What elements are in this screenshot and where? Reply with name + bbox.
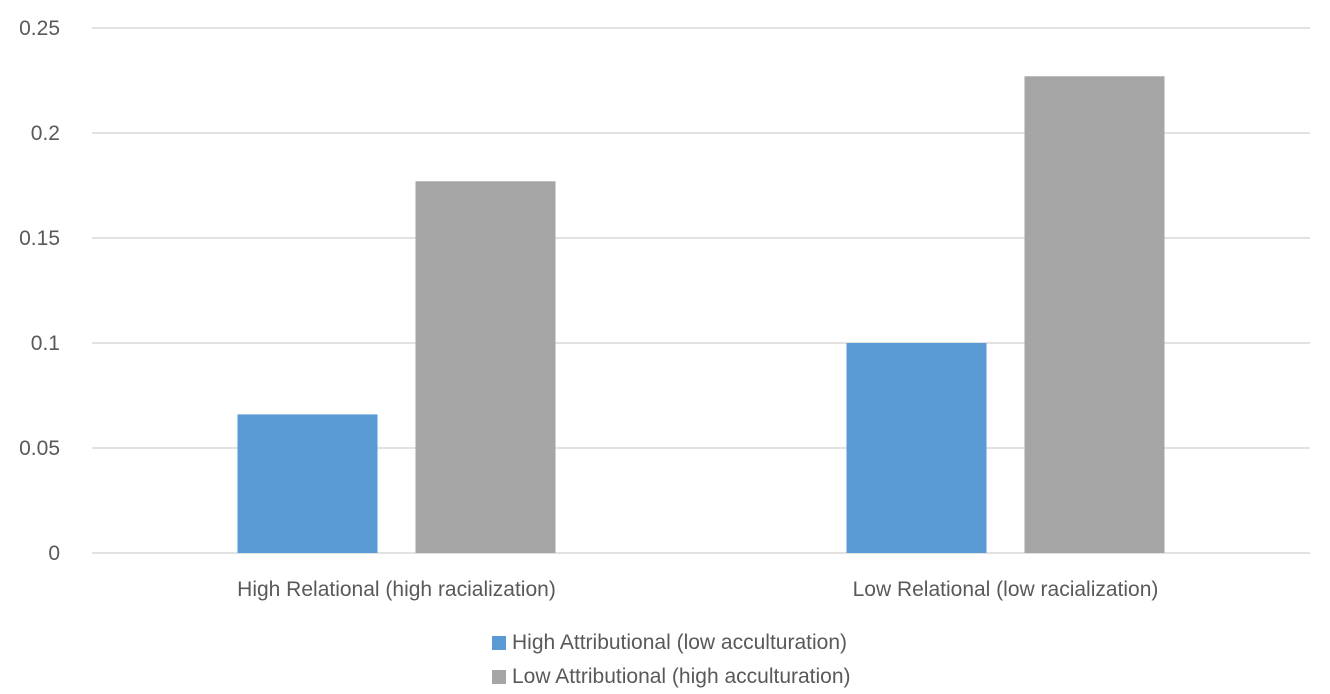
legend-swatch-series-2	[492, 670, 506, 684]
legend: High Attributional (low acculturation) L…	[492, 626, 1092, 694]
y-tick-label: 0.25	[19, 17, 60, 40]
y-tick-label: 0.05	[19, 437, 60, 460]
y-axis-tick-labels: 0 0.05 0.1 0.15 0.2 0.25	[19, 17, 60, 565]
y-tick-label: 0.2	[31, 122, 60, 145]
bar-1-1	[237, 414, 378, 553]
y-tick-label: 0	[48, 542, 60, 565]
legend-swatch-series-1	[492, 636, 506, 650]
x-category-label: Low Relational (low racialization)	[853, 578, 1159, 601]
x-axis-category-labels: High Relational (high racialization) Low …	[237, 578, 1158, 601]
y-tick-label: 0.15	[19, 227, 60, 250]
y-tick-label: 0.1	[31, 332, 60, 355]
legend-item-series-2: Low Attributional (high acculturation)	[492, 660, 1092, 694]
bar-1-2	[846, 343, 987, 553]
bar-2-1	[415, 181, 556, 554]
bar-2-2	[1024, 76, 1165, 554]
legend-label-series-2: Low Attributional (high acculturation)	[512, 665, 851, 688]
bars	[237, 76, 1165, 554]
x-category-label: High Relational (high racialization)	[237, 578, 556, 601]
legend-item-series-1: High Attributional (low acculturation)	[492, 626, 1092, 660]
legend-label-series-1: High Attributional (low acculturation)	[512, 631, 847, 654]
